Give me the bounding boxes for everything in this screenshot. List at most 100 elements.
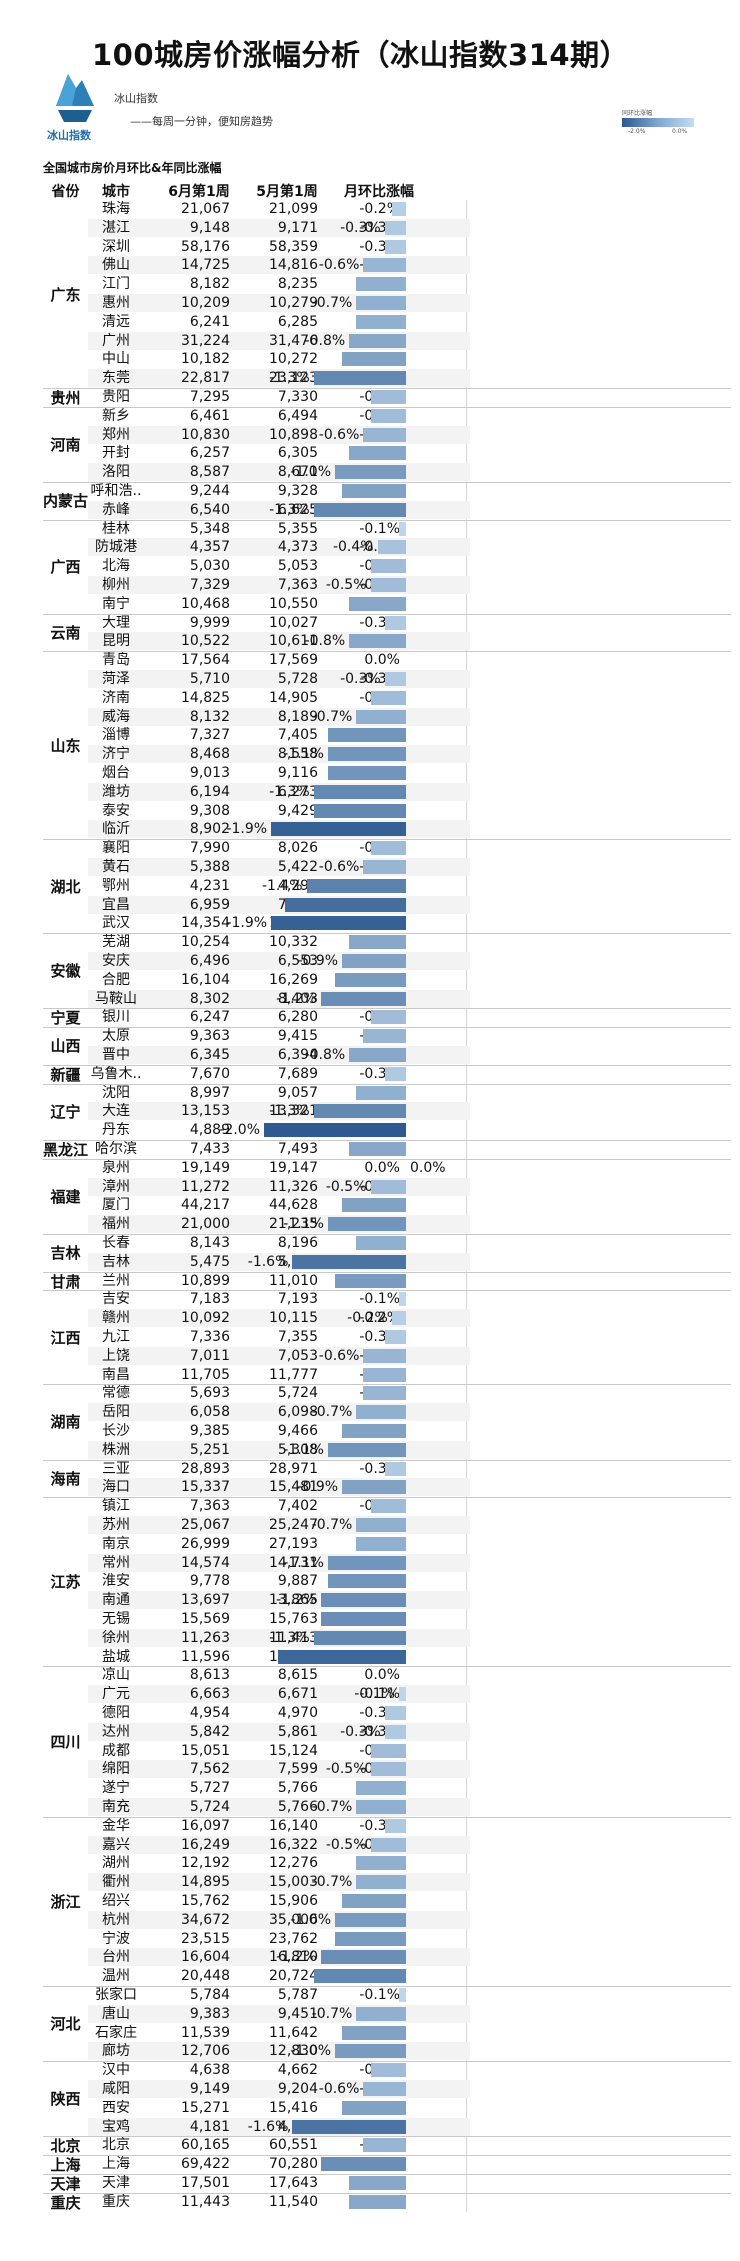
jun-price-cell: 13,153	[181, 1103, 230, 1120]
may-price-cell: 6,671	[277, 1686, 318, 1703]
change-bar	[349, 446, 406, 461]
change-bar	[363, 258, 406, 273]
province-divider	[43, 406, 731, 408]
bar-data-label: -1.1%	[283, 1216, 324, 1233]
jun-price-cell: 5,475	[189, 1253, 230, 1270]
city-cell: 九江	[102, 1329, 130, 1345]
change-bar	[356, 1236, 406, 1250]
jun-price-cell: 4,181	[189, 2118, 230, 2135]
change-bar	[370, 2063, 406, 2078]
may-price-cell: 5,728	[277, 671, 318, 687]
change-bar	[349, 2176, 406, 2190]
jun-price-cell: 10,899	[181, 1272, 230, 1289]
province-divider	[43, 1234, 731, 1235]
change-bar	[271, 822, 406, 837]
may-price-cell: 7,330	[277, 389, 318, 405]
change-bar	[327, 747, 406, 762]
table-row: 菏泽 5,710 5,728 -0.3% -0.3%	[43, 670, 731, 688]
jun-price-cell: 5,724	[189, 1799, 230, 1815]
change-bar	[370, 1743, 406, 1758]
bar-data-label: -0.4%	[332, 539, 374, 556]
legend-min: -2.0%	[628, 128, 646, 135]
province-divider	[43, 1064, 731, 1066]
city-cell: 兰州	[102, 1272, 130, 1289]
city-cell: 德阳	[102, 1705, 130, 1721]
may-price-cell: 5,308	[277, 1441, 318, 1458]
table-subtitle: 全国城市房价月环比&年同比涨幅	[43, 161, 222, 175]
may-price-cell: 17,643	[269, 2175, 318, 2191]
table-row: 青岛 17,564 17,569 0.0%	[43, 651, 731, 669]
may-price-cell: 35,006	[269, 1911, 318, 1928]
may-price-cell: 17,569	[269, 652, 318, 669]
change-cell: -0.1%	[359, 1291, 400, 1308]
city-cell: 宜昌	[102, 896, 130, 913]
jun-price-cell: 14,895	[181, 1874, 230, 1891]
jun-price-cell: 58,176	[181, 238, 230, 255]
change-bar	[327, 1217, 406, 1232]
change-bar	[342, 2025, 406, 2040]
change-bar	[356, 1800, 406, 1814]
jun-price-cell: 8,587	[189, 464, 230, 481]
city-cell: 广州	[102, 332, 130, 349]
city-cell: 鄂州	[102, 877, 130, 894]
may-price-cell: 14,905	[269, 689, 318, 706]
city-cell: 青岛	[102, 652, 130, 669]
province-label: 河北	[50, 2015, 81, 2034]
change-cell: 0.0%	[364, 1159, 400, 1176]
jun-price-cell: 11,705	[181, 1366, 230, 1383]
header-may: 5月第1周	[256, 184, 318, 200]
bar-data-label: -0.7%	[311, 1799, 353, 1815]
city-cell: 江门	[102, 276, 130, 293]
jun-price-cell: 9,244	[189, 483, 230, 499]
table-row: 深圳 58,176 58,359 -0.3%	[43, 238, 731, 256]
may-price-cell: 25,247	[269, 1517, 318, 1533]
city-cell: 常州	[102, 1554, 130, 1571]
city-cell: 衢州	[102, 1874, 130, 1891]
jun-price-cell: 28,893	[181, 1460, 230, 1477]
jun-price-cell: 60,165	[181, 2137, 230, 2154]
province-divider	[43, 1384, 731, 1386]
bar-data-label: -0.7%	[311, 1874, 353, 1891]
change-bar	[356, 1405, 406, 1420]
city-cell: 珠海	[102, 201, 130, 217]
bar-data-label: -1.0%	[290, 464, 331, 481]
jun-price-cell: 12,192	[181, 1855, 230, 1872]
table-row: 张家口 5,784 5,787 -0.1%	[43, 1986, 731, 2004]
bar-data-label: -1.9%	[226, 915, 268, 932]
may-price-cell: 15,124	[269, 1742, 318, 1759]
jun-price-cell: 6,345	[189, 1047, 230, 1063]
city-cell: 三亚	[102, 1460, 130, 1477]
city-cell: 湛江	[102, 219, 130, 236]
jun-price-cell: 4,231	[189, 877, 230, 894]
jun-price-cell: 7,183	[189, 1291, 230, 1308]
city-cell: 赤峰	[102, 501, 130, 518]
jun-price-cell: 15,271	[181, 2099, 230, 2116]
logo-mark-text: 冰山指数	[47, 128, 92, 142]
change-bar	[363, 1348, 406, 1363]
may-price-cell: 15,906	[269, 1893, 318, 1909]
jun-price-cell: 23,515	[181, 1930, 230, 1947]
jun-price-cell: 31,224	[181, 332, 230, 349]
may-price-cell: 11,777	[269, 1366, 318, 1383]
change-bar	[349, 1048, 406, 1062]
jun-price-cell: 7,990	[189, 840, 230, 857]
city-cell: 凉山	[102, 1667, 130, 1684]
may-price-cell: 7,405	[277, 727, 318, 744]
change-bar	[370, 1499, 406, 1514]
city-cell: 温州	[102, 1968, 130, 1985]
city-cell: 赣州	[102, 1310, 130, 1327]
bar-data-label: -0.6%	[318, 257, 360, 274]
may-price-cell: 10,115	[269, 1310, 318, 1327]
change-bar	[363, 2138, 406, 2153]
